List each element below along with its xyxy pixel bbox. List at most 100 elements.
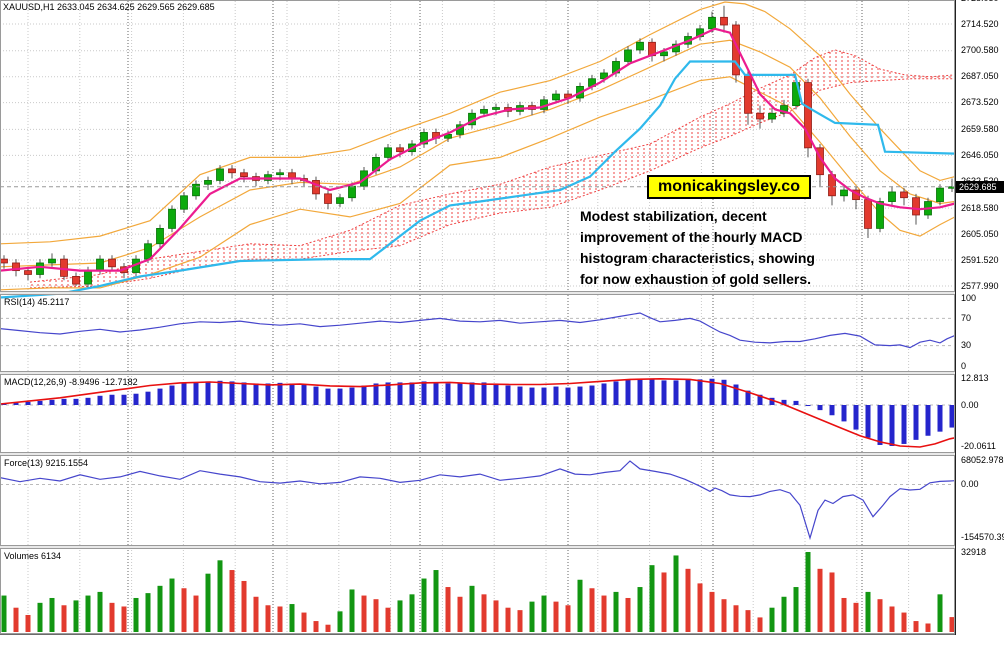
time-axis[interactable]: 18 Nov 202418 Nov 12:0018 Nov 20:0019 No… <box>0 635 1004 653</box>
macd-histogram-bar <box>289 383 295 405</box>
macd-histogram-bar <box>469 382 475 405</box>
candle-down <box>756 112 764 120</box>
panel-border <box>0 548 955 634</box>
panel-separator <box>0 452 1004 456</box>
macd-histogram-bar <box>409 382 415 405</box>
volume-bar <box>685 568 691 632</box>
macd-histogram-bar <box>781 399 787 405</box>
volume-bar <box>361 595 367 632</box>
macd-histogram-bar <box>457 383 463 405</box>
candle-up <box>156 228 164 245</box>
panel-border <box>0 294 955 372</box>
candle-up <box>780 105 788 114</box>
candle-up <box>840 189 848 197</box>
panel-border <box>0 0 955 292</box>
macd-histogram-bar <box>25 401 31 405</box>
candle-up <box>216 168 224 181</box>
volume-bar <box>97 591 103 632</box>
price-tick-label: 2700.580 <box>961 45 999 56</box>
macd-histogram-bar <box>745 390 751 405</box>
macd-histogram-bar <box>325 388 331 405</box>
volume-bar <box>649 565 655 632</box>
macd-histogram-bar <box>373 383 379 405</box>
price-tick-label: 2618.580 <box>961 202 999 213</box>
macd-histogram-bar <box>181 383 187 405</box>
candle-up <box>624 49 632 62</box>
candle-down <box>228 168 236 174</box>
macd-signal-line <box>0 377 956 448</box>
macd-histogram-bar <box>445 383 451 405</box>
volume-bar <box>577 579 583 632</box>
price-tick-label: -154570.39 <box>961 532 1004 543</box>
price-tick-label: 68052.9782 <box>961 455 1004 466</box>
volume-bar <box>793 587 799 632</box>
macd-histogram-bar <box>709 378 715 405</box>
candle-down <box>72 275 80 285</box>
volume-bar <box>49 597 55 632</box>
candle-up <box>636 41 644 51</box>
volume-bar <box>625 597 631 632</box>
volume-bar <box>673 555 679 632</box>
macd-histogram-layer <box>1 378 955 446</box>
macd-histogram-bar <box>553 386 559 405</box>
macd-histogram-bar <box>277 382 283 405</box>
volume-bar <box>697 583 703 632</box>
volume-bar <box>133 597 139 632</box>
price-tick-label: -20.0611 <box>961 440 996 451</box>
macd-histogram-bar <box>517 386 523 405</box>
candle-down <box>324 193 332 204</box>
macd-histogram-bar <box>97 395 103 405</box>
macd-histogram-bar <box>73 398 79 405</box>
candle-down <box>720 16 728 26</box>
volume-bar <box>337 611 343 632</box>
bollinger-middle-line <box>0 39 956 268</box>
candle-up <box>492 107 500 110</box>
ichimoku-cloud-fill <box>30 49 955 288</box>
volume-bar <box>253 596 259 632</box>
volume-bar <box>757 617 763 632</box>
macd-histogram-bar <box>937 405 943 432</box>
macd-histogram-bar <box>697 379 703 405</box>
macd-histogram-bar <box>817 405 823 411</box>
volume-bar <box>493 600 499 632</box>
volume-bar <box>565 605 571 632</box>
macd-histogram-bar <box>661 380 667 405</box>
price-tick-label: 2591.520 <box>961 254 999 265</box>
volume-bars-layer <box>1 552 955 632</box>
candle-up <box>348 185 356 199</box>
volume-bar <box>817 568 823 632</box>
macd-histogram-bar <box>613 381 619 405</box>
current-price-tag: 2629.685 <box>956 180 1004 193</box>
volume-bar <box>373 599 379 632</box>
candle-down <box>396 147 404 153</box>
macd-histogram-bar <box>145 391 151 405</box>
volume-bar <box>637 587 643 632</box>
volume-bar <box>265 605 271 632</box>
volume-bar <box>541 595 547 632</box>
candle-up <box>168 208 176 229</box>
volume-bar <box>445 587 451 632</box>
volume-bar <box>481 594 487 632</box>
volume-bar <box>709 591 715 632</box>
volume-bar <box>109 602 115 632</box>
macd-histogram-bar <box>109 394 115 405</box>
volume-bar <box>589 588 595 632</box>
macd-histogram-bar <box>385 382 391 405</box>
panel-separator <box>0 371 1004 375</box>
volume-bar <box>397 600 403 632</box>
macd-histogram-bar <box>301 384 307 405</box>
macd-histogram-bar <box>649 379 655 405</box>
candle-up <box>708 16 716 30</box>
volume-bar <box>289 604 295 632</box>
macd-histogram-bar <box>625 379 631 405</box>
volume-bar <box>901 612 907 632</box>
macd-histogram-bar <box>637 378 643 405</box>
price-axis[interactable]: 2728.050 2714.520 2700.580 2687.050 2673.520… <box>956 0 1004 635</box>
macd-histogram-bar <box>853 405 859 430</box>
macd-histogram-bar <box>901 405 907 444</box>
price-tick-label: 2728.050 <box>961 0 999 3</box>
macd-histogram-bar <box>421 381 427 405</box>
volume-bar <box>409 594 415 632</box>
